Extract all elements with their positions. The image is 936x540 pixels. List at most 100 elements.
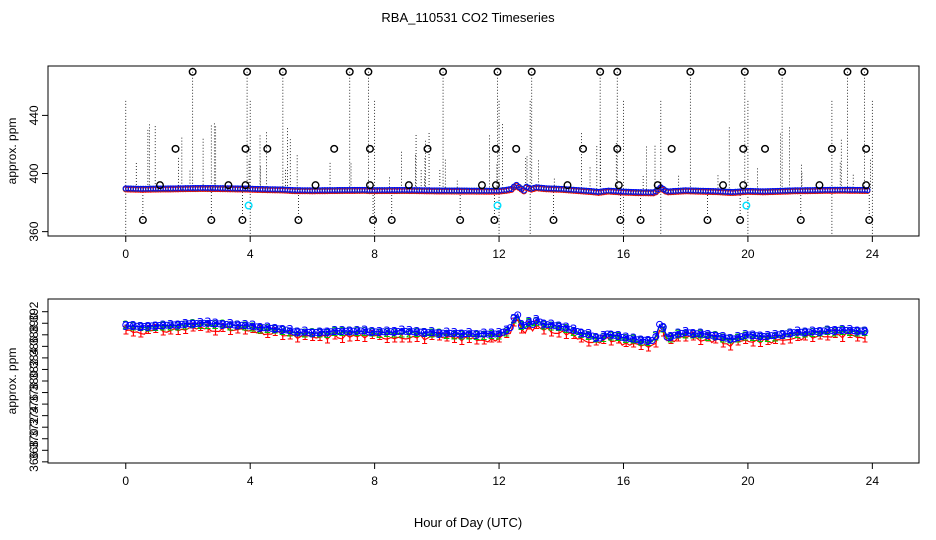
series-2-point: 2 [630,333,638,347]
bottom-series-3-marker [245,322,253,330]
series-1-point: 1 [279,329,287,343]
series-1-point: 1 [562,328,570,342]
bottom-series-3-marker [215,320,223,328]
bottom-series-3-marker [174,321,182,329]
bottom-series-3-marker [797,328,805,336]
series-3-point: 3 [562,320,570,334]
bottom-series-3-marker [753,332,761,340]
bottom-series-3-marker [682,328,690,336]
series-2-point: 2 [450,328,458,342]
bottom-series-3-marker [320,328,328,336]
bottom-series-3-marker [241,321,249,329]
series-2-point: 2 [674,328,682,342]
series-2-point: 2 [301,327,309,341]
series-2-point: 2 [324,327,332,341]
series-1-point: 1 [645,340,653,354]
bottom-series-3-marker [738,333,746,341]
bottom-series-3-marker [495,330,503,338]
bottom-series-3-marker [308,328,316,336]
series-3-point: 3 [682,325,690,339]
series-1-point: 1 [764,334,772,348]
bottom-y-tick-label: 382 [27,359,41,379]
series-1-point: 1 [600,333,608,347]
bottom-series-3-marker [327,328,335,336]
series-1-point: 1 [585,335,593,349]
series-1-point: 1 [659,326,667,340]
bottom-series-3-marker [529,321,537,329]
bottom-series-3-marker [633,336,641,344]
series-1-point: 1 [637,339,645,353]
series-2-point: 2 [727,333,735,347]
bottom-series-3-marker [364,328,372,336]
series-2-point: 2 [279,324,287,338]
bottom-series-3-marker [439,329,447,337]
series-1-point: 1 [458,334,466,348]
series-2-point: 2 [682,327,690,341]
series-1-point: 1 [376,329,384,343]
series-2-point: 2 [159,320,167,334]
series-1-point: 1 [742,333,750,347]
bottom-series-3-marker [122,321,130,329]
series-1-point: 1 [264,327,272,341]
bottom-series-3-marker [424,329,432,337]
series-3-point: 3 [630,331,638,345]
bottom-series-3-marker [760,332,768,340]
series-1-point: 1 [488,332,496,346]
outlier-point [404,181,413,190]
bottom-series-3-marker [208,320,216,328]
outlier-point [439,67,448,76]
bottom-series-3-marker [697,330,705,338]
bottom-series-3-marker [144,322,152,330]
bottom-series-3-marker [622,334,630,342]
series-3-point: 3 [458,327,466,341]
series-1-point: 1 [622,336,630,350]
bottom-series-3-marker [652,333,660,341]
series-3-point: 3 [473,328,481,342]
series-3-point: 3 [212,316,220,330]
series-1-point: 1 [495,331,503,345]
series-2-point: 2 [622,332,630,346]
series-1-point: 1 [540,323,548,337]
outlier-point [241,144,250,153]
bottom-series-3-marker [588,332,596,340]
series-2-point: 2 [495,328,503,342]
series-3-point: 3 [600,329,608,343]
bottom-series-3-marker [577,329,585,337]
outlier-point [155,181,164,190]
top-y-tick-label: 360 [27,221,41,241]
bottom-series-3-marker [181,320,189,328]
bottom-series-3-marker [376,328,384,336]
bottom-series-3-marker [693,330,701,338]
series-3-point: 3 [428,325,436,339]
series-3-point: 3 [413,325,421,339]
series-2-point: 2 [749,330,757,344]
bottom-series-3-marker [559,323,567,331]
bottom-series-3-marker [461,330,469,338]
outlier-point [796,216,805,225]
series-3-point: 3 [167,318,175,332]
series-3-point: 3 [443,326,451,340]
series-2-line [125,315,866,343]
series-2-point: 2 [562,322,570,336]
bottom-series-3-marker [349,327,357,335]
outlier-point [456,216,465,225]
series-3-point: 3 [197,316,205,330]
series-3-point: 3 [622,331,630,345]
bottom-series-3-marker [476,330,484,338]
series-1-point: 1 [406,331,414,345]
series-1-point: 1 [346,330,354,344]
series-2-point: 2 [645,335,653,349]
series-3-point: 3 [316,326,324,340]
bottom-series-3-marker [544,321,552,329]
bottom-series-3-marker [432,329,440,337]
outlier-point [241,181,250,190]
outlier-point [614,181,623,190]
bottom-series-3-marker [570,326,578,334]
bottom-series-3-marker [663,333,671,341]
series-3-point: 3 [577,326,585,340]
bottom-y-tick-label: 376 [27,394,41,414]
series-3-point: 3 [249,319,257,333]
series-2-point: 2 [600,331,608,345]
bottom-series-3-marker [140,322,148,330]
